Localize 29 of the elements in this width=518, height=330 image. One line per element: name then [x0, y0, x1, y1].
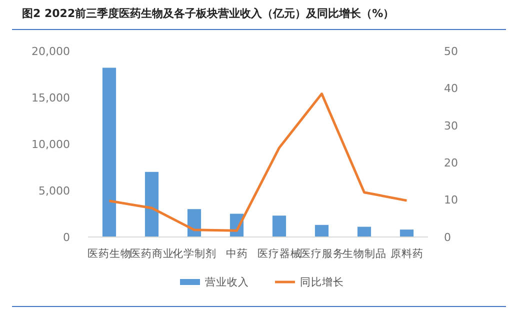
bar — [144, 172, 159, 237]
line-series — [108, 92, 408, 232]
y-tick-label: 10,000 — [32, 138, 70, 151]
bar — [314, 224, 329, 237]
x-tick-label: 医疗器械 — [257, 247, 302, 260]
y2-tick-label: 40 — [444, 82, 458, 96]
legend-label: 同比增长 — [300, 276, 344, 289]
bar — [102, 68, 116, 237]
bar — [400, 230, 414, 237]
y-tick-label: 0 — [63, 230, 70, 244]
y2-tick-label: 30 — [444, 119, 458, 132]
x-tick-label: 医疗服务 — [300, 247, 344, 260]
legend-label: 营业收入 — [205, 276, 249, 289]
y2-tick-label: 50 — [444, 44, 458, 58]
y-tick-label: 5,000 — [38, 184, 70, 198]
x-tick-label: 中药 — [226, 247, 248, 260]
y2-tick-label: 0 — [444, 230, 451, 244]
x-tick-label: 生物制品 — [342, 247, 386, 260]
chart-title: 图2 2022前三季度医药生物及各子板块营业收入（亿元）及同比增长（%） — [22, 7, 394, 20]
y2-tick-label: 20 — [444, 156, 458, 170]
y-tick-label: 15,000 — [32, 91, 70, 104]
x-tick-label: 原料药 — [390, 247, 424, 260]
x-tick-label: 化学制剂 — [172, 247, 216, 260]
x-tick-label: 医药商业 — [130, 247, 174, 260]
y2-tick-label: 10 — [444, 194, 458, 207]
x-tick-label: 医药生物 — [87, 247, 132, 260]
bar — [357, 226, 372, 237]
bar — [272, 216, 286, 237]
y-tick-label: 20,000 — [32, 44, 70, 58]
